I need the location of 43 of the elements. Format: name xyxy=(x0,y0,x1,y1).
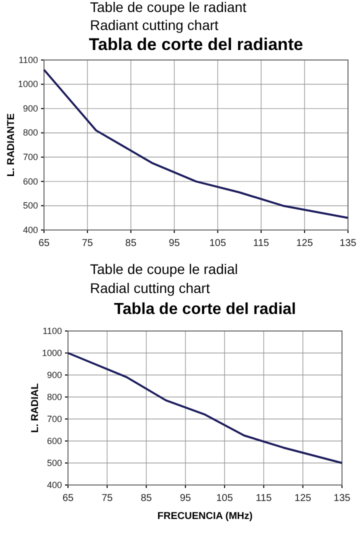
y-tick-label: 800 xyxy=(46,392,62,402)
chart-title: Tabla de corte del radiante xyxy=(88,35,304,54)
y-tick-label: 1100 xyxy=(18,54,38,65)
y-axis-title: L. RADIAL xyxy=(30,383,41,433)
text: Table de coupe le radiant xyxy=(90,0,247,15)
x-tick-label: 135 xyxy=(340,238,357,250)
y-tick-label: 400 xyxy=(46,480,62,490)
chart-title: Tabla de corte del radial xyxy=(114,301,296,318)
x-tick-label: 95 xyxy=(180,493,192,504)
x-axis-title: FRECUENCIA (MHz) xyxy=(157,511,253,522)
text: Radiant cutting chart xyxy=(90,17,219,33)
y-tick-label: 600 xyxy=(22,176,38,186)
y-tick-label: 800 xyxy=(22,128,38,138)
y-tick-label: 700 xyxy=(46,414,62,424)
x-tick-label: 85 xyxy=(140,493,152,504)
x-tick-label: 135 xyxy=(334,493,351,504)
y-tick-label: 1000 xyxy=(42,348,62,358)
x-tick-label: 115 xyxy=(256,493,272,504)
y-tick-label: 600 xyxy=(46,436,62,446)
x-tick-label: 85 xyxy=(125,238,137,250)
line-series xyxy=(67,352,343,464)
text: Table de coupe le radial xyxy=(90,261,238,277)
line-series xyxy=(43,68,349,219)
y-tick-label: 400 xyxy=(22,224,38,235)
x-tick-label: 115 xyxy=(253,238,270,250)
y-tick-label: 900 xyxy=(22,103,38,114)
x-tick-label: 105 xyxy=(209,238,226,250)
y-tick-label: 700 xyxy=(22,152,38,162)
y-tick-label: 1000 xyxy=(18,79,38,90)
text: Radial cutting chart xyxy=(90,280,210,296)
x-tick-label: 125 xyxy=(296,238,314,250)
y-axis-title: L. RADIANTE xyxy=(6,113,17,177)
x-tick-label: 105 xyxy=(216,493,234,504)
x-tick-label: 65 xyxy=(62,493,74,504)
x-tick-label: 95 xyxy=(168,238,180,250)
y-tick-label: 1100 xyxy=(42,326,62,336)
y-tick-label: 500 xyxy=(46,458,62,468)
x-tick-label: 65 xyxy=(38,238,50,250)
x-tick-label: 75 xyxy=(82,238,94,250)
y-tick-label: 900 xyxy=(46,370,62,380)
x-tick-label: 125 xyxy=(294,493,312,504)
x-tick-label: 75 xyxy=(102,493,114,504)
y-tick-label: 500 xyxy=(22,200,38,211)
